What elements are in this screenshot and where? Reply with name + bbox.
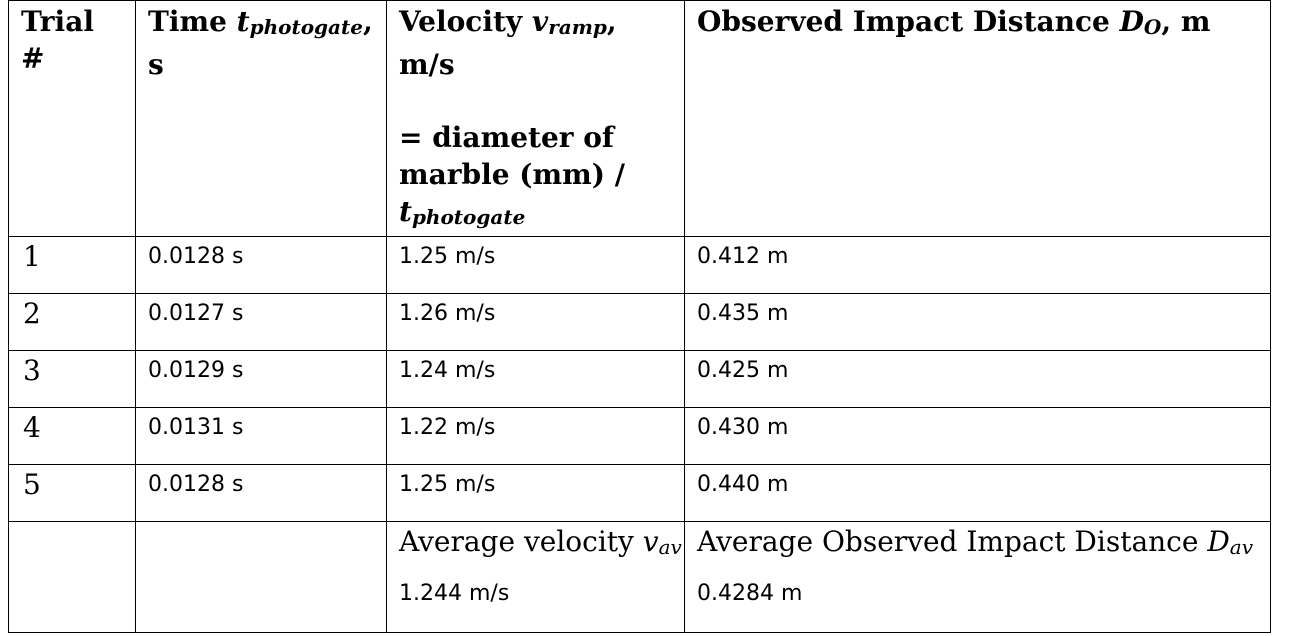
header-velocity-title: Velocity vramp, m/s [399, 3, 672, 83]
distance-value: 0.435 m [697, 301, 789, 326]
avg-velocity-sub: av [658, 535, 682, 559]
avg-velocity-cell: Average velocity vav 1.244 m/s [386, 521, 685, 633]
table-row: 4 0.0131 s 1.22 m/s 0.430 m [8, 407, 1271, 465]
header-velocity-gap [399, 83, 672, 119]
trial-cell: 4 [8, 407, 136, 465]
header-velocity: Velocity vramp, m/s = diameter of marble… [399, 2, 672, 236]
distance-cell: 0.440 m [684, 464, 1271, 522]
velocity-value: 1.26 m/s [399, 301, 496, 326]
header-velocity-suffix: , m/s [399, 5, 617, 81]
data-table: Trial # Time tphotogate, s Velocity vram… [8, 0, 1271, 633]
trial-cell: 5 [8, 464, 136, 522]
distance-cell: 0.430 m [684, 407, 1271, 465]
avg-distance-value: 0.4284 m [697, 581, 803, 606]
distance-cell: 0.425 m [684, 350, 1271, 408]
avg-distance-cell: Average Observed Impact Distance Dav 0.4… [684, 521, 1271, 633]
header-velocity-formula-var: t [399, 195, 412, 228]
trial-number: 5 [23, 468, 41, 501]
table-row: 5 0.0128 s 1.25 m/s 0.440 m [8, 464, 1271, 522]
avg-distance-var: D [1207, 525, 1230, 558]
distance-value: 0.412 m [697, 244, 789, 269]
header-distance-cell: Observed Impact Distance DO, m [684, 0, 1271, 237]
time-cell: 0.0131 s [135, 407, 387, 465]
time-value: 0.0128 s [148, 244, 244, 269]
header-velocity-var: v [531, 5, 549, 38]
header-velocity-formula-sub: photogate [411, 205, 526, 229]
distance-value: 0.430 m [697, 415, 789, 440]
trial-number: 4 [23, 411, 41, 444]
velocity-cell: 1.25 m/s [386, 464, 685, 522]
avg-velocity-label: Average velocity vav [399, 523, 682, 566]
header-time-suffix: , s [148, 5, 373, 81]
empty-cell [135, 521, 387, 633]
header-velocity-cell: Velocity vramp, m/s = diameter of marble… [386, 0, 685, 237]
header-time-cell: Time tphotogate, s [135, 0, 387, 237]
velocity-value: 1.22 m/s [399, 415, 496, 440]
velocity-cell: 1.26 m/s [386, 293, 685, 351]
velocity-value: 1.24 m/s [399, 358, 496, 383]
trial-cell: 3 [8, 350, 136, 408]
table-row: 3 0.0129 s 1.24 m/s 0.425 m [8, 350, 1271, 408]
header-velocity-sub: ramp [548, 15, 607, 39]
header-time: Time tphotogate, s [148, 2, 374, 84]
time-value: 0.0129 s [148, 358, 244, 383]
time-value: 0.0127 s [148, 301, 244, 326]
avg-distance-sub: av [1229, 535, 1254, 559]
trial-number: 1 [23, 240, 41, 273]
header-velocity-formula-1: = diameter of [399, 121, 614, 154]
header-trial-cell: Trial # [8, 0, 136, 237]
averages-row: Average velocity vav 1.244 m/s Average O… [8, 521, 1271, 633]
time-value: 0.0131 s [148, 415, 244, 440]
trial-number: 2 [23, 297, 41, 330]
time-value: 0.0128 s [148, 472, 244, 497]
table-row: 1 0.0128 s 1.25 m/s 0.412 m [8, 236, 1271, 294]
trial-cell: 2 [8, 293, 136, 351]
header-distance-sub: O [1143, 15, 1162, 39]
header-velocity-prefix: Velocity [399, 5, 532, 38]
distance-value: 0.425 m [697, 358, 789, 383]
header-distance-suffix: , m [1161, 5, 1211, 38]
header-trial: Trial # [21, 5, 94, 75]
header-distance-prefix: Observed Impact Distance [697, 5, 1120, 38]
header-velocity-formula-3: tphotogate [399, 193, 672, 236]
time-cell: 0.0128 s [135, 236, 387, 294]
avg-velocity-prefix: Average velocity [399, 525, 643, 558]
avg-velocity-var: v [642, 525, 659, 558]
header-time-sub: photogate [249, 15, 363, 39]
header-time-var: t [236, 5, 250, 38]
avg-distance-label: Average Observed Impact Distance Dav [697, 523, 1258, 566]
distance-cell: 0.435 m [684, 293, 1271, 351]
distance-value: 0.440 m [697, 472, 789, 497]
time-cell: 0.0127 s [135, 293, 387, 351]
header-row: Trial # Time tphotogate, s Velocity vram… [8, 0, 1271, 237]
avg-distance-prefix: Average Observed Impact Distance [697, 525, 1208, 558]
velocity-value: 1.25 m/s [399, 244, 496, 269]
time-cell: 0.0128 s [135, 464, 387, 522]
header-time-prefix: Time [148, 5, 237, 38]
trial-cell: 1 [8, 236, 136, 294]
header-distance: Observed Impact Distance DO, m [697, 2, 1258, 47]
velocity-value: 1.25 m/s [399, 472, 496, 497]
velocity-cell: 1.22 m/s [386, 407, 685, 465]
velocity-cell: 1.25 m/s [386, 236, 685, 294]
trial-number: 3 [23, 354, 41, 387]
table-row: 2 0.0127 s 1.26 m/s 0.435 m [8, 293, 1271, 351]
distance-cell: 0.412 m [684, 236, 1271, 294]
header-distance-var: D [1119, 5, 1144, 38]
velocity-cell: 1.24 m/s [386, 350, 685, 408]
header-velocity-formula-2: marble (mm) / [399, 158, 626, 191]
avg-velocity-value: 1.244 m/s [399, 581, 510, 606]
empty-cell [8, 521, 136, 633]
time-cell: 0.0129 s [135, 350, 387, 408]
